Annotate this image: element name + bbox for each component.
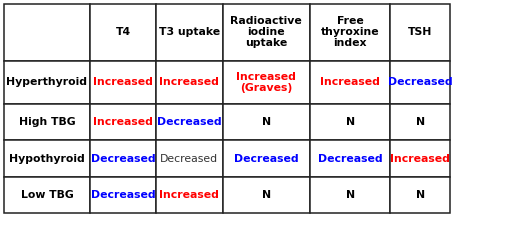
Bar [310, 140, 390, 177]
Text: Increased: Increased [159, 190, 220, 200]
Text: N: N [262, 117, 271, 127]
Bar [4, 140, 90, 177]
Bar [156, 61, 223, 104]
Bar [223, 61, 310, 104]
Bar [156, 4, 223, 61]
Bar [310, 4, 390, 61]
Text: Decreased: Decreased [157, 117, 222, 127]
Bar [390, 177, 450, 213]
Text: T3 uptake: T3 uptake [159, 27, 220, 37]
Text: Increased: Increased [159, 77, 220, 88]
Text: High TBG: High TBG [19, 117, 75, 127]
Text: Radioactive
iodine
uptake: Radioactive iodine uptake [230, 16, 302, 48]
Bar [90, 140, 156, 177]
Bar [90, 4, 156, 61]
Text: Decreased: Decreased [234, 154, 298, 164]
Text: Hypothyroid: Hypothyroid [9, 154, 85, 164]
Bar [390, 61, 450, 104]
Text: N: N [416, 117, 425, 127]
Bar [4, 177, 90, 213]
Text: Hyperthyroid: Hyperthyroid [6, 77, 88, 88]
Text: Free
thyroxine
index: Free thyroxine index [321, 16, 379, 48]
Text: N: N [346, 190, 354, 200]
Text: TSH: TSH [408, 27, 432, 37]
Text: T4: T4 [115, 27, 131, 37]
Bar [310, 104, 390, 140]
Bar [90, 177, 156, 213]
Text: Increased: Increased [93, 117, 153, 127]
Bar [90, 104, 156, 140]
Text: Decreased: Decreased [91, 154, 155, 164]
Bar [156, 177, 223, 213]
Bar [156, 140, 223, 177]
Text: Decreased: Decreased [388, 77, 453, 88]
Text: Decreased: Decreased [91, 190, 155, 200]
Bar [223, 177, 310, 213]
Bar [390, 140, 450, 177]
Text: Increased: Increased [320, 77, 380, 88]
Text: Decreased: Decreased [318, 154, 383, 164]
Bar [223, 140, 310, 177]
Text: N: N [346, 117, 354, 127]
Bar [4, 104, 90, 140]
Bar [90, 61, 156, 104]
Bar [4, 61, 90, 104]
Text: Increased: Increased [390, 154, 450, 164]
Text: N: N [416, 190, 425, 200]
Text: Low TBG: Low TBG [21, 190, 73, 200]
Bar [223, 104, 310, 140]
Bar [390, 104, 450, 140]
Text: Increased: Increased [93, 77, 153, 88]
Bar [4, 4, 90, 61]
Text: Decreased: Decreased [160, 154, 218, 164]
Text: Increased
(Graves): Increased (Graves) [236, 72, 296, 93]
Bar [390, 4, 450, 61]
Bar [223, 4, 310, 61]
Bar [156, 104, 223, 140]
Bar [310, 177, 390, 213]
Text: N: N [262, 190, 271, 200]
Bar [310, 61, 390, 104]
